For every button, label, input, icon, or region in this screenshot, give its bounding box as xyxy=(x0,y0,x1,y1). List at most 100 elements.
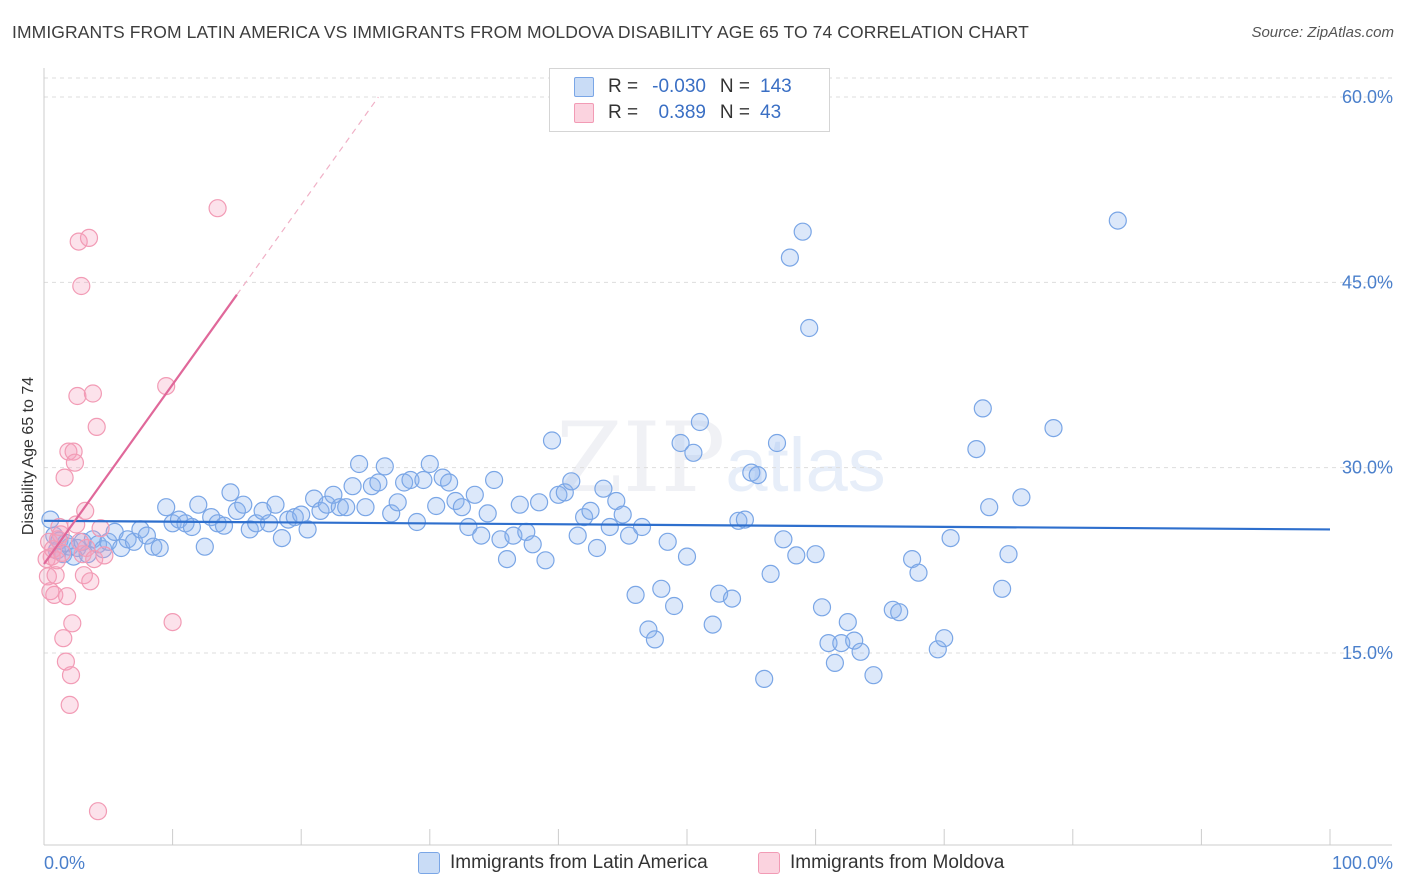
point-moldova xyxy=(56,652,76,671)
point-latin-america xyxy=(613,505,632,524)
point-latin-america xyxy=(414,470,433,490)
point-moldova xyxy=(38,567,58,586)
point-latin-america xyxy=(137,526,156,545)
point-latin-america xyxy=(645,630,665,649)
legend-n-label: N = xyxy=(719,76,750,97)
point-latin-america xyxy=(851,642,870,661)
point-latin-america xyxy=(928,640,947,659)
point-latin-america xyxy=(478,504,497,523)
point-latin-america xyxy=(189,495,208,514)
point-latin-america xyxy=(234,495,253,514)
point-latin-america xyxy=(819,633,838,653)
point-latin-america xyxy=(1044,419,1063,438)
point-moldova xyxy=(65,453,85,472)
point-moldova xyxy=(54,629,73,648)
point-latin-america xyxy=(221,483,240,502)
chart-title: IMMIGRANTS FROM LATIN AMERICA VS IMMIGRA… xyxy=(12,22,1029,42)
point-moldova xyxy=(57,587,77,606)
legend-n-label: N = xyxy=(719,102,750,123)
point-latin-america xyxy=(684,443,703,462)
point-latin-america xyxy=(440,473,459,492)
point-latin-america xyxy=(755,669,774,689)
legend-r-value: 0.389 xyxy=(658,102,706,123)
point-latin-america xyxy=(664,596,684,616)
point-latin-america xyxy=(735,510,755,529)
watermark: ZIPatlas xyxy=(556,402,886,514)
point-latin-america xyxy=(652,579,671,598)
point-latin-america xyxy=(157,498,176,517)
trend-line-moldova-extension xyxy=(236,96,379,296)
legend-r-label: R = xyxy=(608,102,639,123)
point-latin-america xyxy=(812,598,832,617)
point-latin-america xyxy=(330,498,349,517)
point-moldova xyxy=(91,519,110,538)
point-moldova xyxy=(59,442,78,461)
watermark-atlas: atlas xyxy=(725,423,886,508)
point-moldova xyxy=(85,549,104,569)
point-moldova xyxy=(95,546,114,565)
legend-swatch-latin-america xyxy=(574,77,594,97)
source-label: Source: ZipAtlas.com xyxy=(1251,24,1394,41)
point-latin-america xyxy=(935,629,954,648)
bottom-legend: Immigrants from Latin America Immigrants… xyxy=(0,852,1406,878)
point-moldova xyxy=(52,543,72,563)
point-moldova xyxy=(163,612,182,632)
point-moldova xyxy=(208,199,227,218)
y-tick-label: 15.0% xyxy=(1342,643,1393,663)
bottom-legend-label-latin-america: Immigrants from Latin America xyxy=(450,852,708,873)
legend-r-value: -0.030 xyxy=(652,76,706,97)
point-latin-america xyxy=(703,615,722,634)
point-moldova xyxy=(76,501,95,520)
point-latin-america xyxy=(375,457,394,476)
point-latin-america xyxy=(722,589,742,608)
legend-row-moldova: R = 0.389 N = 43 xyxy=(574,100,781,126)
point-latin-america xyxy=(536,551,555,570)
point-latin-america xyxy=(542,431,562,450)
legend-n-value: 143 xyxy=(760,76,792,97)
point-latin-america xyxy=(594,479,613,498)
point-latin-america xyxy=(845,631,864,650)
point-latin-america xyxy=(864,666,883,685)
point-latin-america xyxy=(427,496,446,516)
point-moldova xyxy=(68,386,87,406)
point-latin-america xyxy=(967,440,986,459)
bottom-legend-moldova: Immigrants from Moldova xyxy=(758,852,1004,874)
point-latin-america xyxy=(144,537,163,556)
point-latin-america xyxy=(485,470,504,490)
watermark-zip: ZIP xyxy=(556,402,726,514)
legend-n-value: 43 xyxy=(760,102,782,123)
point-latin-america xyxy=(581,501,600,520)
point-latin-america xyxy=(890,603,909,622)
point-latin-america xyxy=(825,653,845,673)
point-latin-america xyxy=(272,528,291,548)
point-latin-america xyxy=(555,483,574,502)
point-moldova xyxy=(79,228,99,247)
point-latin-america xyxy=(806,545,825,564)
point-moldova xyxy=(60,695,79,715)
point-latin-america xyxy=(388,493,407,512)
point-latin-america xyxy=(472,526,491,545)
point-moldova xyxy=(87,417,106,436)
point-moldova xyxy=(72,276,91,296)
point-moldova xyxy=(81,572,100,591)
point-latin-america xyxy=(800,318,819,338)
point-latin-america xyxy=(793,222,812,241)
point-latin-america xyxy=(401,470,420,490)
point-moldova xyxy=(69,232,88,251)
legend: R = -0.030 N = 143 R = 0.389 N = 43 xyxy=(549,68,830,132)
x-tick-label: 100.0% xyxy=(1332,853,1393,873)
trend-line-latin-america xyxy=(43,519,1331,531)
point-latin-america xyxy=(587,538,607,558)
point-latin-america xyxy=(639,620,658,639)
trend-lines xyxy=(43,96,1331,565)
point-latin-america xyxy=(632,517,652,537)
x-tick-label: 0.0% xyxy=(44,853,85,873)
y-tick-label: 60.0% xyxy=(1342,87,1393,107)
point-latin-america xyxy=(980,498,999,517)
point-latin-america xyxy=(1108,211,1127,230)
point-latin-america xyxy=(298,520,317,539)
point-latin-america xyxy=(658,532,677,551)
axes xyxy=(43,68,1392,846)
point-latin-america xyxy=(774,530,793,549)
